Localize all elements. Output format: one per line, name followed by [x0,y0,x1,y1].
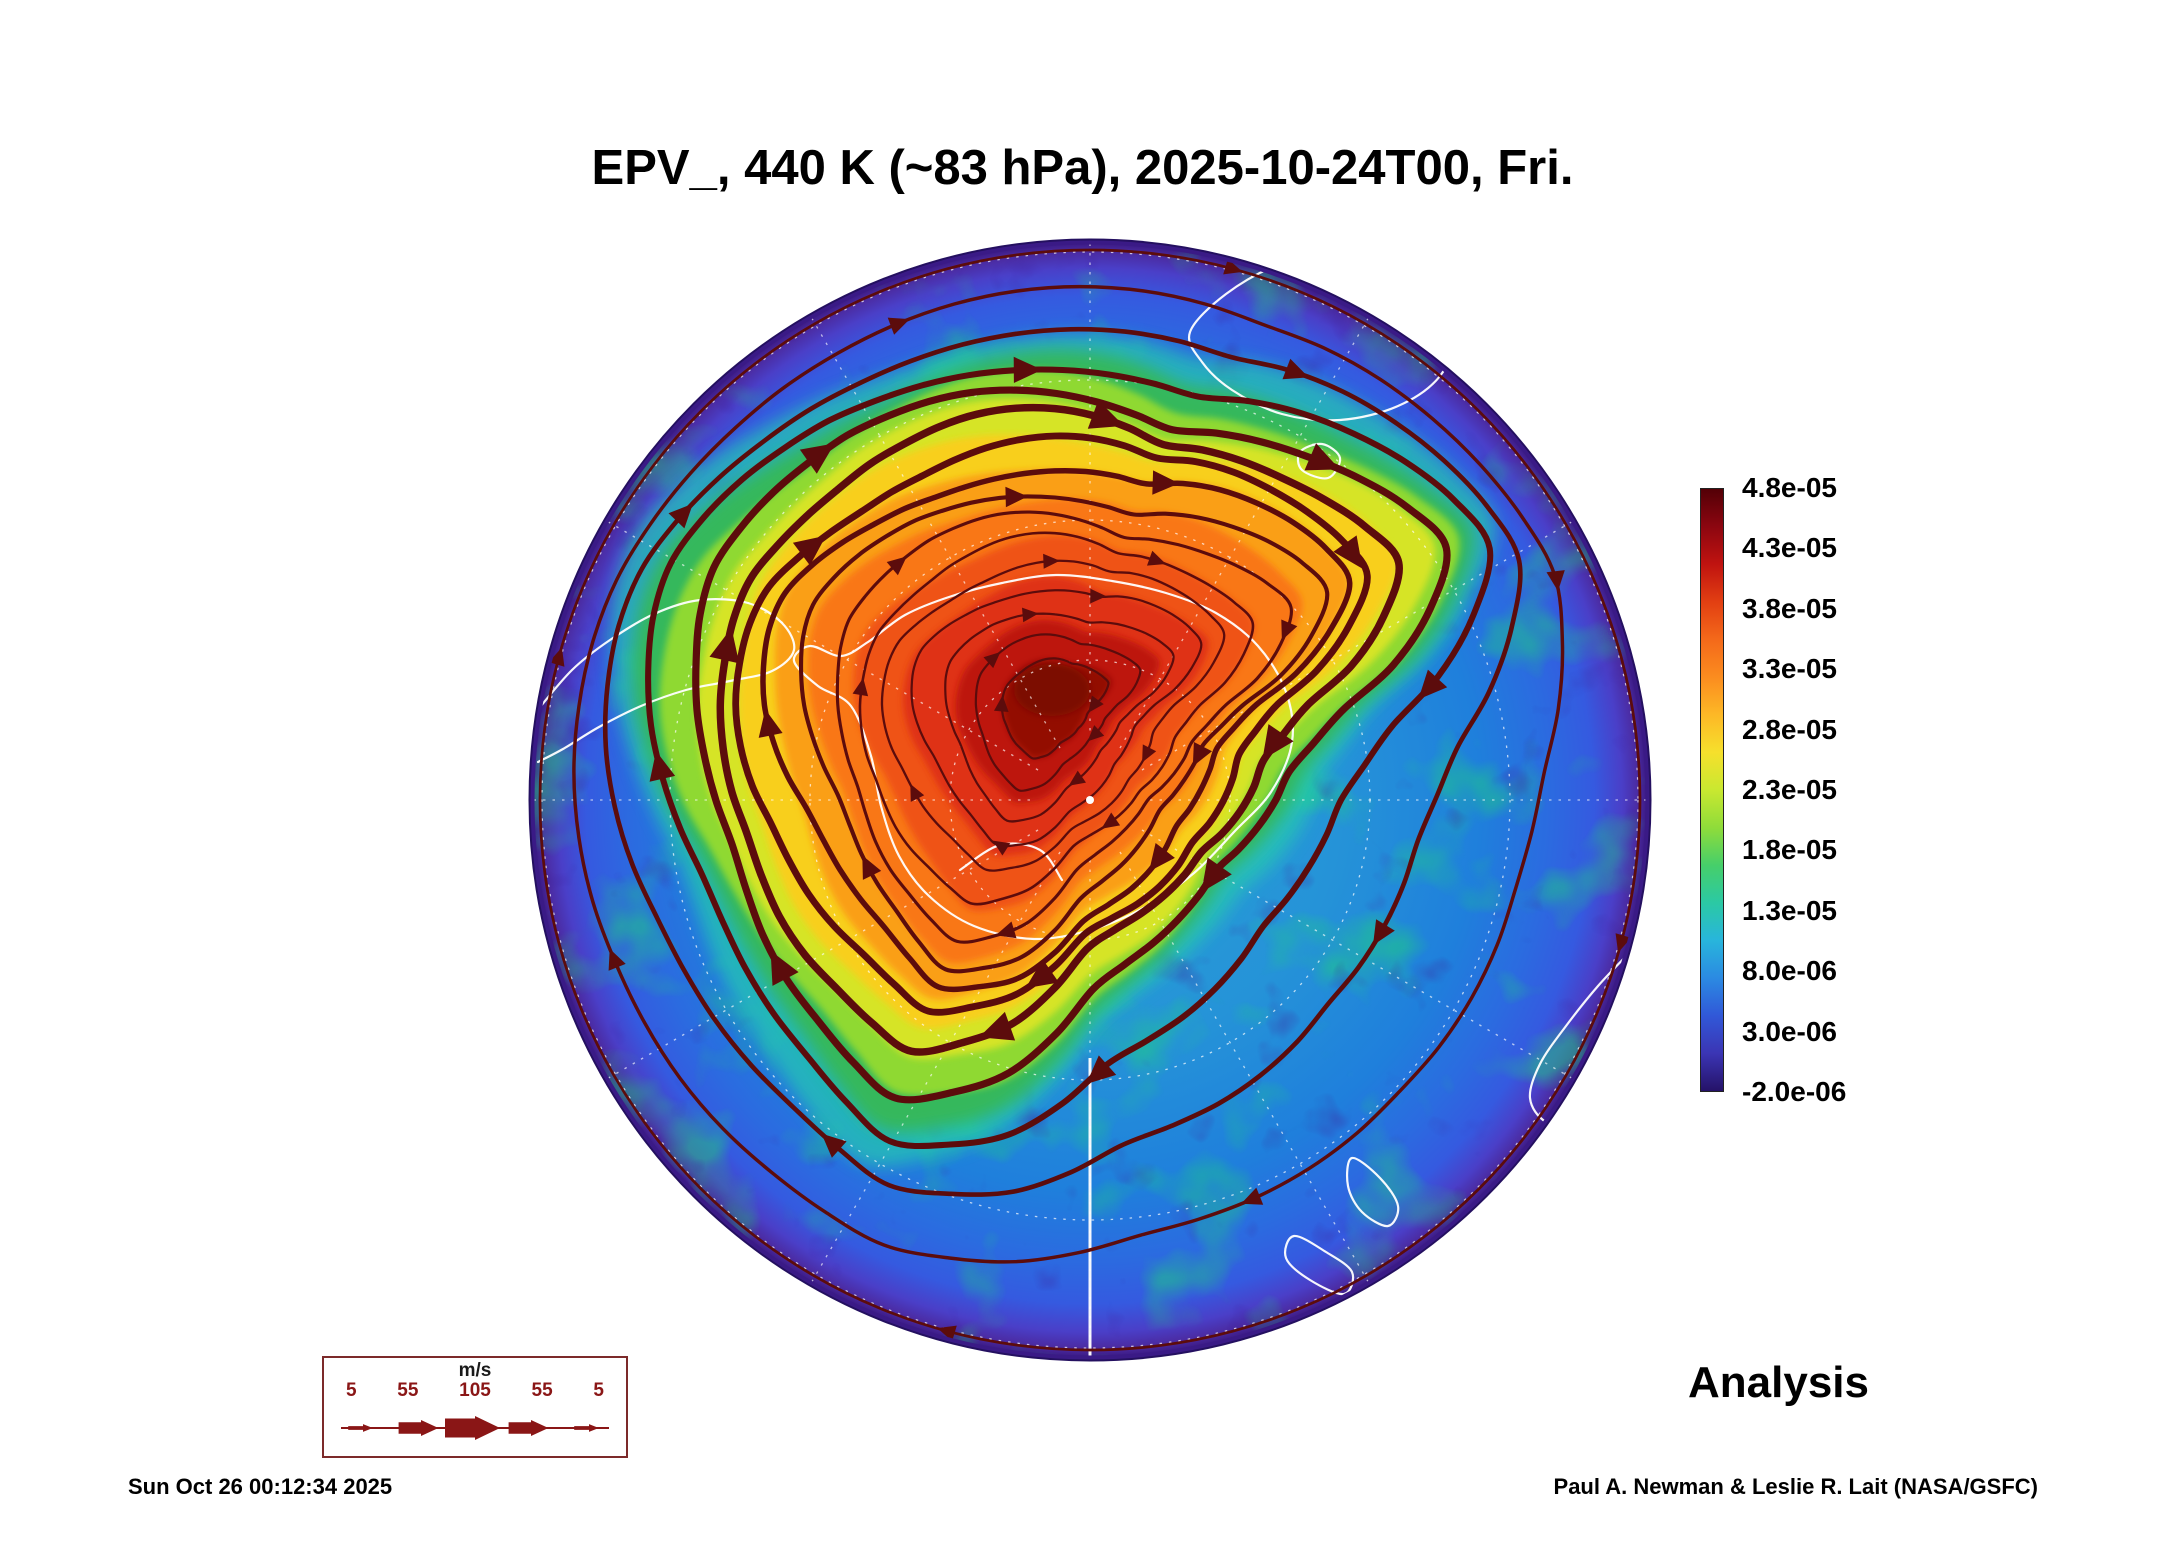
colorbar-label: 1.8e-05 [1742,834,1837,866]
graticule [534,244,1646,1356]
colorbar-label: 4.3e-05 [1742,532,1837,564]
wind-streamlines [538,248,1642,1352]
colorbar-label: 1.3e-05 [1742,894,1837,926]
wind-legend-value: 105 [459,1380,491,1401]
map-rim-outer [528,238,1652,1362]
wind-legend-value: 55 [397,1380,419,1401]
colorbar-gradient [1700,488,1724,1092]
colorbar-label: 3.3e-05 [1742,653,1837,685]
analysis-label: Analysis [1688,1358,1869,1407]
wind-legend-units: m/s [458,1360,492,1381]
colorbar-label: 4.8e-05 [1742,472,1837,503]
wind-legend-value: 55 [531,1380,553,1401]
map-rim [529,239,1651,1361]
creation-timestamp: Sun Oct 26 00:12:34 2025 [128,1474,393,1499]
colorbar-label: 3.8e-05 [1742,592,1837,624]
colorbar-label: -2.0e-06 [1742,1076,1847,1107]
colorbar-label: 8.0e-06 [1742,955,1837,987]
wind-arrow-scale [341,1416,609,1440]
page-title: EPV_, 440 K (~83 hPa), 2025-10-24T00, Fr… [591,141,1574,195]
wind-legend-value: 5 [346,1380,357,1401]
colorbar: 4.8e-05 4.3e-05 3.8e-05 3.3e-05 2.8e-05 … [1700,472,1960,1107]
colorbar-label: 2.3e-05 [1742,774,1837,805]
credit-line: Paul A. Newman & Leslie R. Lait (NASA/GS… [1553,1474,2038,1499]
colorbar-label: 2.8e-05 [1742,713,1837,745]
wind-speed-legend: m/s 5 55 105 55 5 [322,1356,628,1458]
wind-legend-value: 5 [593,1380,604,1401]
pole-marker [1086,796,1094,804]
epv-vortex-contours [611,333,1496,1167]
colorbar-label: 3.0e-06 [1742,1015,1837,1047]
